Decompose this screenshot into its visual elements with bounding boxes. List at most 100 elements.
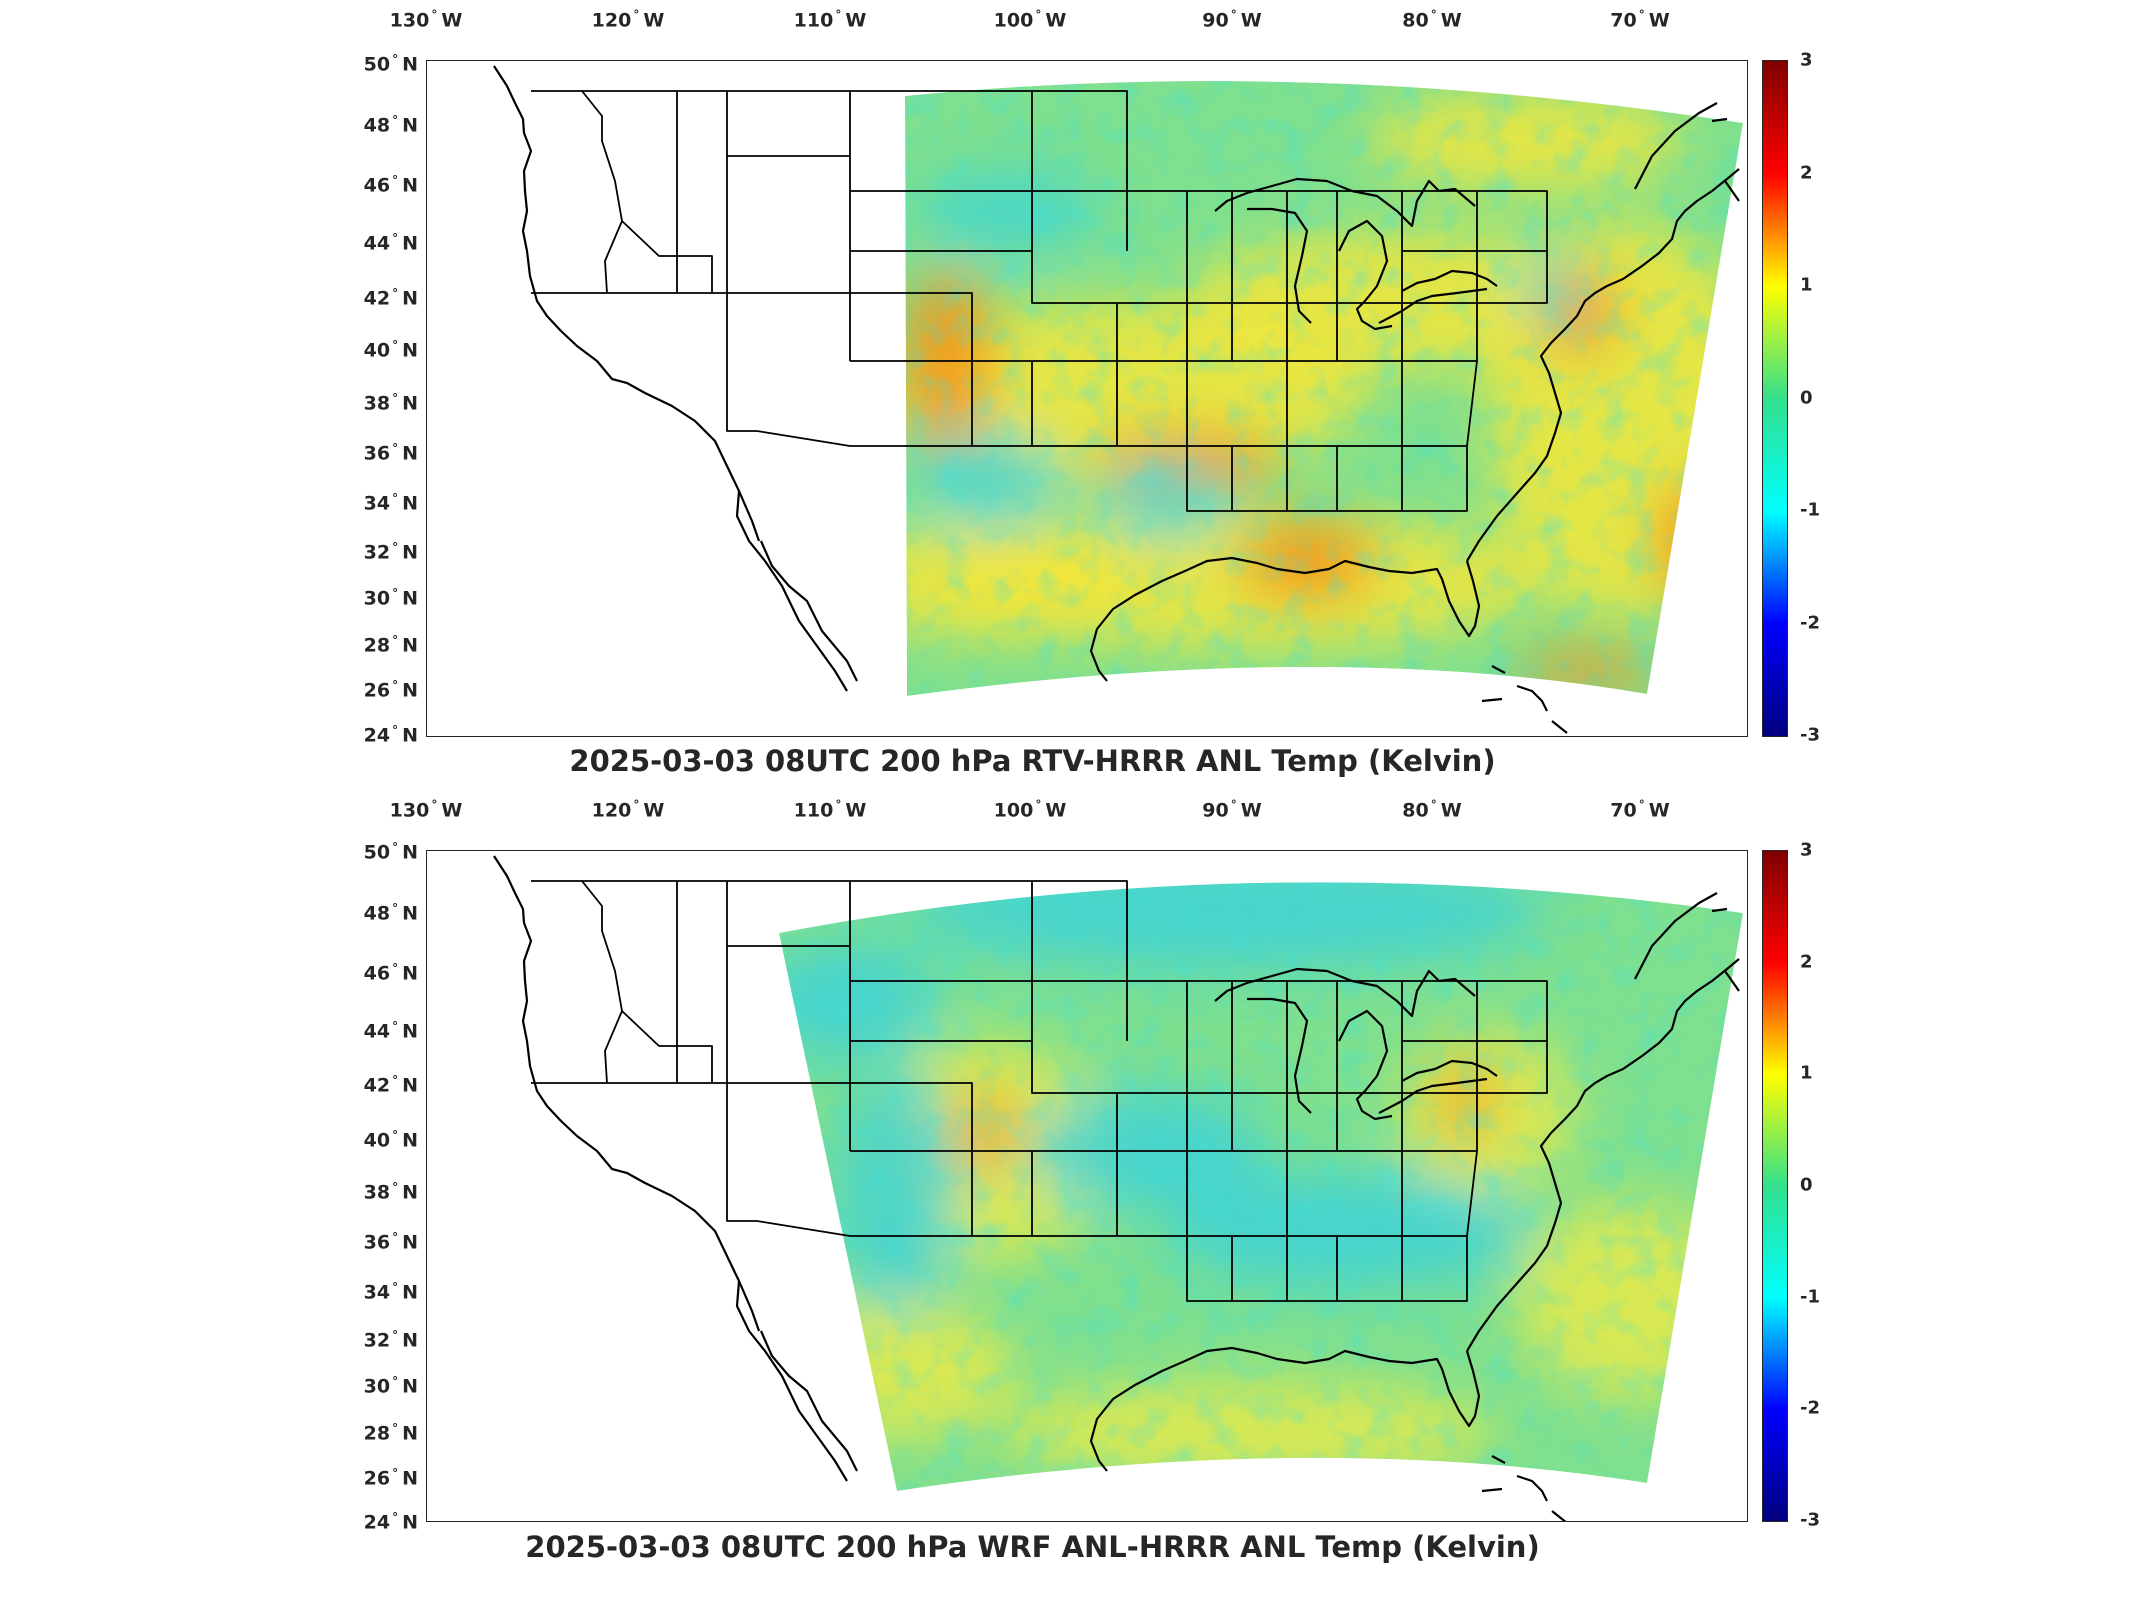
lat-value: 28 <box>363 634 391 657</box>
boundaries <box>493 65 1740 734</box>
lat-value: 48 <box>363 902 391 925</box>
map-frame <box>426 850 1748 1522</box>
colorbar-tick: 1 <box>1800 274 1813 296</box>
colorbar <box>1762 850 1788 1522</box>
degree-symbol: ° <box>392 633 399 648</box>
degree-symbol: ° <box>392 840 399 855</box>
colorbar-tick: -1 <box>1800 1286 1820 1308</box>
lon-label: 70 ° W <box>1610 8 1669 31</box>
lon-value: 110 <box>793 799 834 822</box>
degree-symbol: ° <box>633 798 640 812</box>
lat-hemisphere: N <box>402 962 418 985</box>
boundaries <box>493 855 1740 1521</box>
map-canvas <box>493 855 1743 1521</box>
lon-hemisphere: W <box>643 9 665 32</box>
degree-symbol: ° <box>1230 8 1237 22</box>
west-coastline <box>493 65 761 542</box>
lat-value: 24 <box>363 1511 391 1534</box>
degree-symbol: ° <box>392 1374 399 1389</box>
lat-label: 26 ° N <box>330 678 418 701</box>
lon-hemisphere: W <box>1240 9 1262 32</box>
caribbean-islands <box>1481 665 1568 734</box>
lat-label: 42 ° N <box>330 286 418 309</box>
lon-label: 120 ° W <box>592 8 665 31</box>
degree-symbol: ° <box>1035 798 1042 812</box>
lat-label: 30 ° N <box>330 1374 418 1397</box>
lon-hemisphere: W <box>1440 9 1462 32</box>
lat-hemisphere: N <box>402 1375 418 1398</box>
lon-hemisphere: W <box>1440 799 1462 822</box>
lat-label: 24 ° N <box>330 1510 418 1533</box>
lat-value: 30 <box>363 587 391 610</box>
degree-symbol: ° <box>1430 8 1437 22</box>
lat-value: 40 <box>363 339 391 362</box>
lon-label: 90 ° W <box>1202 8 1261 31</box>
lon-value: 110 <box>793 9 834 32</box>
field-texture <box>905 81 1743 696</box>
lat-label: 46 ° N <box>330 173 418 196</box>
lat-label: 26 ° N <box>330 1466 418 1489</box>
degree-symbol: ° <box>392 173 399 188</box>
lat-value: 44 <box>363 1020 391 1043</box>
degree-symbol: ° <box>392 338 399 353</box>
panel-title: 2025-03-03 08UTC 200 hPa WRF ANL-HRRR AN… <box>525 1530 1540 1564</box>
lat-hemisphere: N <box>402 442 418 465</box>
degree-symbol: ° <box>392 52 399 67</box>
lon-value: 70 <box>1610 799 1637 822</box>
lon-label: 130 ° W <box>390 798 463 821</box>
lat-hemisphere: N <box>402 679 418 702</box>
lat-label: 46 ° N <box>330 961 418 984</box>
lon-label: 130 ° W <box>390 8 463 31</box>
lat-hemisphere: N <box>402 1281 418 1304</box>
lat-label: 38 ° N <box>330 391 418 414</box>
lat-hemisphere: N <box>402 1129 418 1152</box>
lat-value: 28 <box>363 1422 391 1445</box>
degree-symbol: ° <box>392 1421 399 1436</box>
degree-symbol: ° <box>1638 8 1645 22</box>
lat-value: 50 <box>363 841 391 864</box>
lon-label: 90 ° W <box>1202 798 1261 821</box>
lat-value: 34 <box>363 1281 391 1304</box>
temperature-difference-field <box>779 882 1743 1491</box>
lat-label: 42 ° N <box>330 1073 418 1096</box>
lon-value: 130 <box>389 799 430 822</box>
lon-value: 100 <box>993 799 1034 822</box>
lat-hemisphere: N <box>402 902 418 925</box>
state-borders <box>531 880 1548 1302</box>
lat-hemisphere: N <box>402 541 418 564</box>
degree-symbol: ° <box>392 441 399 456</box>
gulf-coastline <box>1276 559 1481 638</box>
degree-symbol: ° <box>392 286 399 301</box>
degree-symbol: ° <box>431 8 438 22</box>
lat-value: 44 <box>363 232 391 255</box>
lat-value: 30 <box>363 1375 391 1398</box>
degree-symbol: ° <box>392 113 399 128</box>
colorbar-tick: 3 <box>1800 49 1813 71</box>
lat-label: 44 ° N <box>330 1019 418 1042</box>
panel-title: 2025-03-03 08UTC 200 hPa RTV-HRRR ANL Te… <box>569 744 1496 778</box>
east-coastline <box>1466 958 1740 1352</box>
colorbar-tick: 2 <box>1800 951 1813 973</box>
colorbar-tick: -2 <box>1800 1397 1820 1419</box>
lat-value: 42 <box>363 1074 391 1097</box>
lat-label: 50 ° N <box>330 840 418 863</box>
lon-value: 90 <box>1202 9 1229 32</box>
lat-value: 26 <box>363 679 391 702</box>
lat-hemisphere: N <box>402 1329 418 1352</box>
colorbar-tick: 1 <box>1800 1062 1813 1084</box>
lon-label: 70 ° W <box>1610 798 1669 821</box>
great-lakes <box>1214 177 1498 331</box>
lat-hemisphere: N <box>402 724 418 747</box>
lon-value: 120 <box>591 799 632 822</box>
lon-hemisphere: W <box>845 799 867 822</box>
lat-label: 30 ° N <box>330 586 418 609</box>
lat-hemisphere: N <box>402 1074 418 1097</box>
baja-coastline <box>735 490 858 692</box>
colorbar-tick: 3 <box>1800 839 1813 861</box>
lat-value: 46 <box>363 962 391 985</box>
lon-hemisphere: W <box>845 9 867 32</box>
lon-hemisphere: W <box>441 799 463 822</box>
colorbar-tick: 2 <box>1800 162 1813 183</box>
lon-value: 90 <box>1202 799 1229 822</box>
colorbar-tick: -2 <box>1800 612 1820 633</box>
